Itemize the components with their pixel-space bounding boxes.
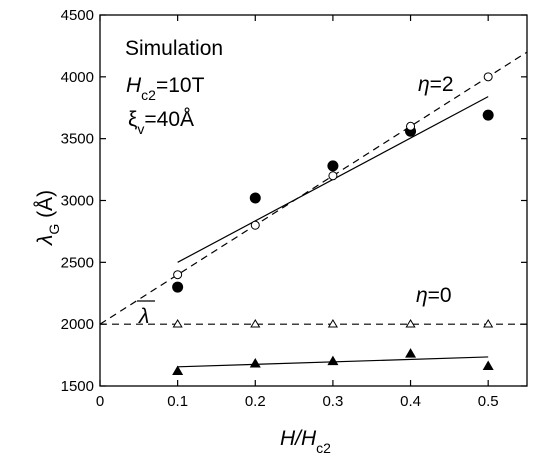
x-axis-title: H/Hc2 — [280, 427, 331, 456]
x-axis-title-main: H/H — [280, 427, 317, 450]
fit-lines — [100, 51, 527, 368]
hc2-value: =10T — [156, 74, 205, 97]
eta2-value: =2 — [430, 73, 454, 96]
x-tick-label: 0.4 — [400, 393, 421, 410]
y-axis-title-unit: (Å) — [34, 190, 57, 224]
lambda-bar-label: λ — [137, 300, 155, 328]
y-axis-title: λG (Å) — [34, 190, 62, 246]
eta0-symbol: η — [416, 284, 428, 307]
point-open-circle — [406, 121, 416, 131]
point-filled-triangle — [327, 355, 339, 366]
y-axis-title-main: λ — [34, 235, 57, 246]
y-tick-label: 2500 — [61, 254, 94, 271]
hc2-symbol: H — [126, 74, 142, 97]
point-filled-circle — [482, 109, 494, 121]
hc2-subscript: c2 — [141, 87, 156, 103]
point-open-circle — [173, 270, 183, 280]
eta2-symbol: η — [418, 73, 430, 96]
point-open-circle — [250, 220, 260, 230]
x-tick-label: 0 — [96, 393, 104, 410]
xi-subscript: v — [137, 121, 144, 137]
data-markers — [172, 72, 494, 375]
y-tick-label: 1500 — [61, 378, 94, 395]
simulation-label: Simulation — [125, 37, 223, 60]
point-filled-triangle — [249, 358, 261, 368]
x-tick-label: 0.1 — [167, 393, 188, 410]
y-tick-label: 2000 — [61, 316, 94, 333]
y-tick-label: 3500 — [61, 131, 94, 148]
y-axis-title-sub: G — [46, 224, 62, 235]
point-filled-circle — [172, 281, 184, 293]
xi-symbol: ξ — [128, 108, 137, 131]
xi-label: ξv=40Å — [128, 108, 194, 137]
point-open-circle — [483, 72, 493, 82]
plot-frame — [99, 14, 528, 387]
xi-value: =40Å — [144, 108, 194, 131]
eta2-label: η=2 — [418, 73, 454, 96]
fit-line-dashed — [100, 51, 527, 325]
y-tick-label: 4500 — [61, 7, 94, 24]
x-axis-title-sub: c2 — [316, 440, 331, 456]
x-tick-label: 0.3 — [322, 393, 343, 410]
point-open-triangle — [483, 318, 494, 328]
point-filled-triangle — [172, 365, 184, 375]
eta0-label: η=0 — [416, 284, 452, 307]
point-open-circle — [328, 171, 338, 181]
point-open-triangle — [405, 318, 416, 328]
hc2-label: Hc2=10T — [126, 74, 205, 103]
axis-tick-labels: 0 0.1 0.2 0.3 0.4 0.5 1500 2000 2500 3000 3500 4000… — [61, 7, 499, 410]
point-open-triangle — [172, 318, 183, 328]
point-filled-circle — [327, 160, 339, 172]
axis-ticks — [99, 14, 527, 387]
point-open-triangle — [327, 318, 338, 328]
point-filled-triangle — [482, 360, 494, 371]
y-tick-label: 3000 — [61, 193, 94, 210]
x-tick-label: 0.5 — [478, 393, 499, 410]
eta0-value: =0 — [428, 284, 452, 307]
x-tick-label: 0.2 — [245, 393, 266, 410]
point-filled-circle — [249, 192, 261, 204]
point-open-triangle — [250, 318, 261, 328]
y-tick-label: 4000 — [61, 69, 94, 86]
point-filled-triangle — [405, 348, 417, 358]
lambda-bar-symbol: λ — [138, 305, 149, 328]
